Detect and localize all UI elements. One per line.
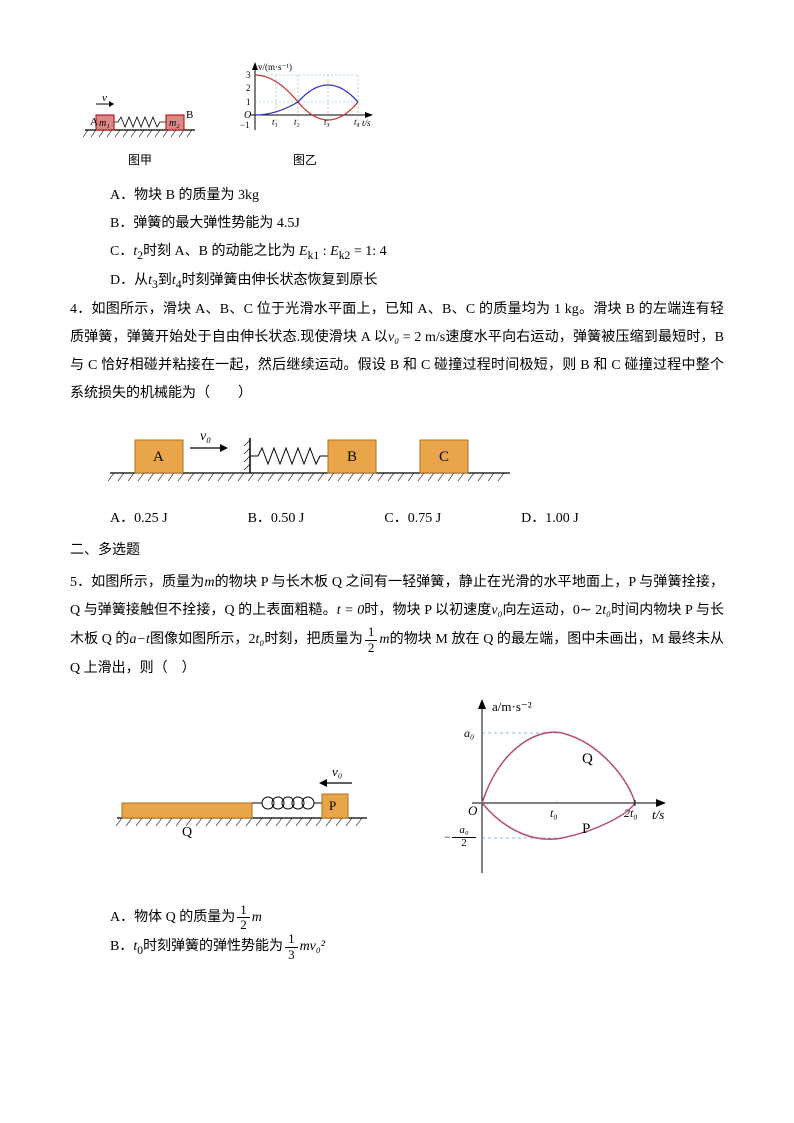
svg-text:Q: Q [582,751,593,767]
fn2: 1 [285,932,298,947]
svg-text:t₀: t₀ [550,806,558,820]
svg-text:P: P [329,798,336,813]
svg-text:P: P [582,821,590,837]
q5-stem: 5．如图所示，质量为m的物块 P 与长木板 Q 之间有一轻弹簧，静止在光滑的水平… [70,569,724,683]
q5-left-figure: Q P v₀ [112,748,372,838]
q5a-pre: A．物体 Q 的质量为 [110,910,235,925]
q3c-ratio: = 1: 4 [350,244,386,259]
q5-m2: m [379,632,389,647]
q4-num: 4 [70,302,77,317]
q5-t7: 时刻，把质量为 [264,632,363,647]
q5-t4: 向左运动，0∼ 2 [502,603,602,618]
svg-text:t/s: t/s [362,118,371,128]
svg-text:t₄: t₄ [354,117,360,127]
svg-text:Q: Q [182,825,192,838]
svg-text:B: B [347,449,357,465]
caption-yi: 图乙 [230,148,380,172]
q4-v0: v₀ [388,330,399,345]
svg-text:v/(m·s⁻¹): v/(m·s⁻¹) [258,62,292,72]
svg-text:a/m·s⁻²: a/m·s⁻² [492,699,532,714]
q3c-mid: 时刻 A、B 的动能之比为 [143,244,295,259]
svg-text:v₀: v₀ [200,429,211,444]
fd2: 3 [285,948,298,962]
q4-a: A．0.25 J [110,505,168,533]
svg-text:2: 2 [246,83,251,93]
q5-option-b: B．t0时刻弹簧的弹性势能为13mv₀² [110,932,724,962]
frac-den: 2 [365,641,378,655]
q5-t0b: t₀ [256,632,265,647]
frac-half-m-a: 12 [237,903,250,933]
q3d-pre: D．从 [110,273,148,288]
fd: 2 [237,918,250,932]
q5-m: m [204,575,214,590]
q3-figures: A m₁ B m₂ v 图甲 [80,60,724,172]
svg-text:t₁: t₁ [272,117,278,127]
svg-text:v₀: v₀ [332,764,342,779]
q3-option-c: C．t2时刻 A、B 的动能之比为 Ek1 : Ek2 = 1: 4 [110,238,724,267]
svg-text:−1: −1 [240,120,250,130]
q5-figures: Q P v₀ a/m·s⁻² t/s O a₀ − [70,693,724,893]
q5-t6: 图像如图所示，2 [150,632,256,647]
q3c-pre: C． [110,244,133,259]
q4-c: C．0.75 J [384,505,441,533]
q4-b: B．0.50 J [248,505,305,533]
q4-choices: A．0.25 J B．0.50 J C．0.75 J D．1.00 J [110,505,724,533]
half-m-frac: 12 [365,625,378,655]
q5b-pre: B． [110,939,133,954]
q5-v0: v₀ [491,603,502,618]
q3d-post: 时刻弹簧由伸长状态恢复到原长 [182,273,378,288]
svg-text:a₀: a₀ [464,726,474,740]
spring-blocks-diagram: A m₁ B m₂ v [80,90,200,140]
svg-text:t₃: t₃ [324,117,330,127]
svg-text:3: 3 [246,70,251,80]
q5-t3: 时，物块 P 以初速度 [364,603,491,618]
q4-stem: 4．如图所示，滑块 A、B、C 位于光滑水平面上，已知 A、B、C 的质量均为 … [70,296,724,408]
q3-option-b: B．弹簧的最大弹性势能为 4.5J [110,210,724,238]
velocity-graph: 3 2 1 −1 O t₁ t₂ t₃ t₄ v/(m·s⁻¹) t/s [230,60,380,140]
fn: 1 [237,903,250,918]
q5-t0a: t₀ [602,603,611,618]
q5a-m: m [252,910,262,925]
q5b-mid: 时刻弹簧的弹性势能为 [143,939,283,954]
svg-text:1: 1 [246,97,251,107]
q4-d: D．1.00 J [521,505,579,533]
frac-num: 1 [365,625,378,640]
svg-text:O: O [468,803,478,818]
svg-text:A: A [153,449,164,465]
frac-1-3: 13 [285,932,298,962]
svg-text:B: B [186,109,193,121]
svg-text:v: v [102,92,107,104]
q5-option-a: A．物体 Q 的质量为12m [110,903,724,933]
q4-figure: A v₀ B C [100,418,724,499]
q5-at: a−t [130,632,150,647]
q5-t1: ．如图所示，质量为 [77,575,204,590]
q4-v0v: = 2 m/s [399,330,445,345]
svg-text:A: A [90,116,98,128]
figure-yi: 3 2 1 −1 O t₁ t₂ t₃ t₄ v/(m·s⁻¹) t/s 图乙 [230,60,380,172]
caption-jia: 图甲 [80,148,200,172]
q3-option-a: A．物块 B 的质量为 3kg [110,182,724,210]
svg-text:t/s: t/s [652,807,664,822]
q5b-post: mv₀² [300,939,325,954]
svg-text:O: O [244,110,251,121]
svg-text:m₂: m₂ [169,118,180,129]
q5-num: 5 [70,575,77,590]
figure-jia: A m₁ B m₂ v 图甲 [80,90,200,172]
q5-right-figure: a/m·s⁻² t/s O a₀ − a₀2 t₀ 2t₀ Q P [422,693,682,893]
svg-text:−: − [444,830,451,844]
q3-option-d: D．从t3到t4时刻弹簧由伸长状态恢复到原长 [110,267,724,296]
section-2-header: 二、多选题 [70,537,724,565]
q3d-mid: 到 [158,273,172,288]
svg-text:t₂: t₂ [294,117,300,127]
q5-t0lbl: t = 0 [337,603,365,618]
svg-text:m₁: m₁ [99,118,110,129]
svg-text:C: C [439,449,449,465]
